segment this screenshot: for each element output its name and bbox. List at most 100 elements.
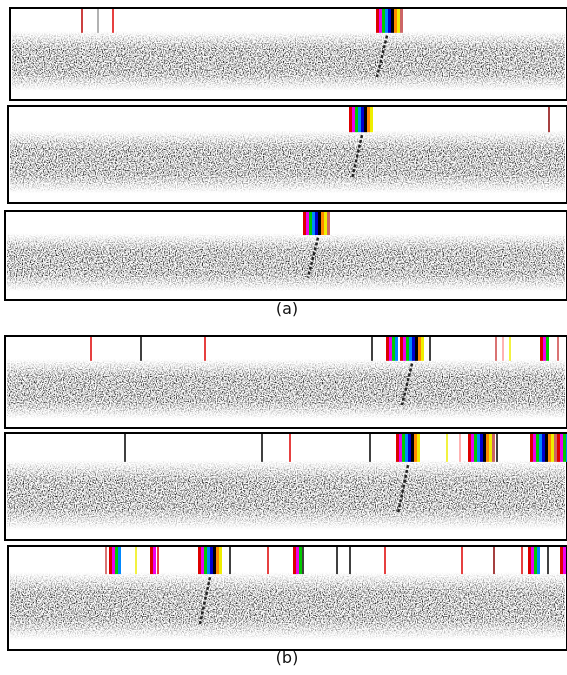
speckle — [10, 572, 565, 640]
panel-label: (b) — [276, 648, 299, 667]
speckle-band — [7, 459, 565, 530]
trace-cluster — [397, 9, 400, 33]
speckle — [10, 130, 565, 194]
trace-cluster — [392, 337, 395, 361]
panel — [4, 210, 567, 301]
trace-cluster — [554, 434, 557, 462]
panel — [9, 7, 567, 101]
panel — [7, 105, 567, 204]
speckle-band — [12, 31, 565, 91]
trace-cluster — [403, 337, 406, 361]
trace-cluster — [210, 547, 213, 575]
streak — [198, 576, 212, 625]
streak — [400, 363, 414, 406]
trace-cluster — [361, 107, 364, 133]
trace-cluster — [400, 9, 403, 33]
trace-cluster — [406, 337, 409, 361]
trace-cluster — [386, 337, 389, 361]
trace-cluster — [530, 434, 533, 462]
trace-cluster — [216, 547, 219, 575]
trace-cluster — [219, 547, 222, 575]
trace-cluster — [409, 337, 412, 361]
trace-cluster — [546, 337, 549, 361]
trace-cluster — [394, 9, 397, 33]
trace-cluster — [118, 547, 121, 575]
trace-cluster — [402, 434, 405, 462]
trace-cluster — [540, 337, 543, 361]
trace-cluster — [150, 547, 153, 575]
trace-cluster — [543, 337, 546, 361]
trace-cluster — [364, 107, 367, 133]
speckle-band — [7, 359, 565, 419]
trace-cluster — [213, 547, 216, 575]
trace-cluster — [533, 434, 536, 462]
panel — [7, 545, 567, 651]
speckle — [7, 459, 565, 530]
trace-cluster — [489, 434, 492, 462]
trace-cluster — [557, 434, 560, 462]
trace-cluster — [327, 212, 330, 236]
streak — [306, 237, 320, 279]
trace-cluster — [385, 9, 388, 33]
trace-cluster — [204, 547, 207, 575]
trace-cluster — [542, 434, 545, 462]
trace-cluster — [480, 434, 483, 462]
streak — [350, 134, 364, 180]
trace-cluster — [474, 434, 477, 462]
trace-cluster — [198, 547, 201, 575]
trace-cluster — [396, 434, 399, 462]
trace-cluster — [358, 107, 361, 133]
trace-cluster — [207, 547, 210, 575]
trace-cluster — [303, 212, 306, 236]
trace-cluster — [382, 9, 385, 33]
streak — [375, 35, 389, 78]
trace-cluster — [299, 547, 302, 575]
trace-cluster — [349, 107, 352, 133]
speckle-band — [10, 572, 565, 640]
trace-cluster — [352, 107, 355, 133]
panels — [4, 7, 567, 651]
trace-cluster — [315, 212, 318, 236]
trace-cluster — [201, 547, 204, 575]
trace-cluster — [312, 212, 315, 236]
trace-cluster — [391, 9, 394, 33]
trace-cluster — [417, 434, 420, 462]
trace-cluster — [548, 434, 551, 462]
trace-cluster — [309, 212, 312, 236]
trace-cluster — [471, 434, 474, 462]
trace-cluster — [560, 547, 563, 575]
trace-cluster — [370, 107, 373, 133]
trace-cluster — [115, 547, 118, 575]
panel — [4, 335, 567, 429]
trace-cluster — [321, 212, 324, 236]
speckle-band — [10, 130, 565, 194]
trace-cluster — [112, 547, 115, 575]
trace-cluster — [379, 9, 382, 33]
trace-cluster — [545, 434, 548, 462]
trace-cluster — [560, 434, 563, 462]
speckle-band — [7, 233, 565, 292]
speckle — [7, 359, 565, 419]
panel — [4, 432, 567, 541]
trace-cluster — [412, 337, 415, 361]
trace-cluster — [367, 107, 370, 133]
trace-cluster — [551, 434, 554, 462]
trace-cluster — [528, 547, 531, 575]
trace-cluster — [408, 434, 411, 462]
trace-cluster — [411, 434, 414, 462]
streak — [396, 464, 410, 514]
trace-cluster — [421, 337, 424, 361]
trace-cluster — [109, 547, 112, 575]
trace-cluster — [483, 434, 486, 462]
trace-cluster — [563, 547, 566, 575]
trace-cluster — [477, 434, 480, 462]
trace-cluster — [486, 434, 489, 462]
speckle — [7, 233, 565, 292]
trace-cluster — [153, 547, 156, 575]
trace-cluster — [318, 212, 321, 236]
trace-cluster — [389, 337, 392, 361]
trace-cluster — [414, 434, 417, 462]
trace-cluster — [468, 434, 471, 462]
